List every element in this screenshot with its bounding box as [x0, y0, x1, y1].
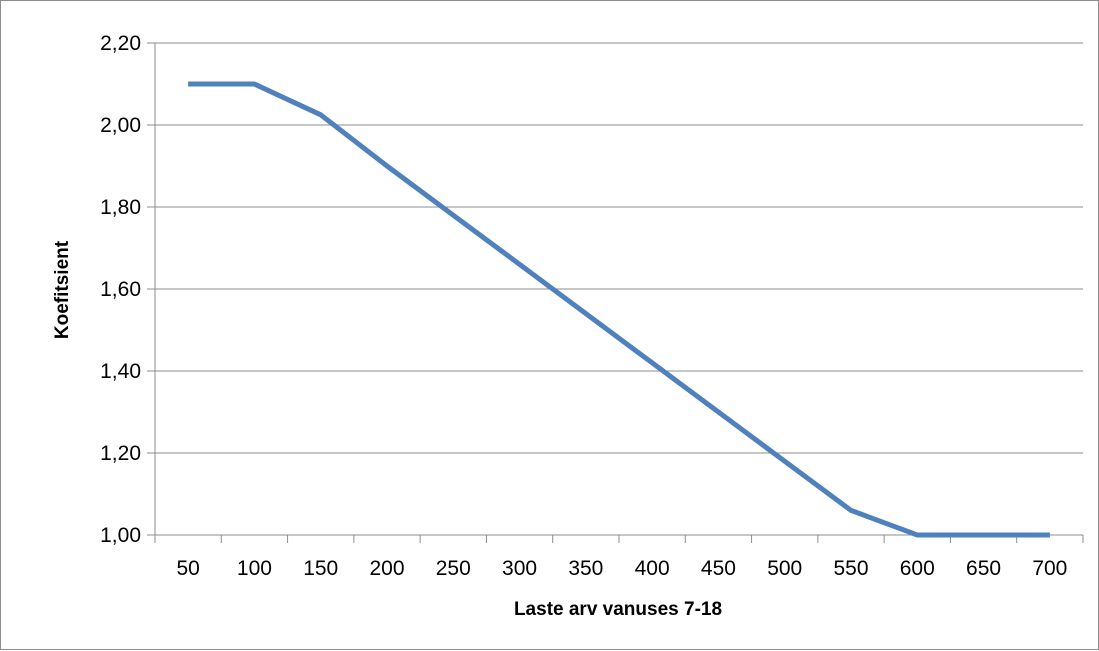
x-tick-label: 550: [833, 557, 868, 580]
x-tick-label: 600: [900, 557, 935, 580]
y-axis-title: Koefitsient: [52, 240, 73, 339]
x-tick-label: 400: [635, 557, 670, 580]
x-tick-labels: 50 100 150 200 250 300 350 400 450 500 550 600 650 70…: [176, 557, 1067, 580]
x-tick-label: 50: [176, 557, 199, 580]
x-tick-label: 100: [237, 557, 272, 580]
y-tick-label: 1,60: [100, 278, 141, 301]
x-tick-label: 150: [303, 557, 338, 580]
series-layer: [188, 81, 1050, 538]
axes: [147, 42, 1084, 543]
y-tick-label: 2,00: [100, 114, 141, 137]
gridlines: [155, 42, 1083, 454]
y-tick-label: 1,80: [100, 196, 141, 219]
y-tick-label: 1,20: [100, 442, 141, 465]
x-tick-label: 700: [1032, 557, 1067, 580]
x-tick-label: 450: [701, 557, 736, 580]
x-tick-label: 200: [369, 557, 404, 580]
x-tick-label: 650: [966, 557, 1001, 580]
y-tick-label: 1,40: [100, 360, 141, 383]
y-tick-label: 1,00: [100, 524, 141, 547]
series-line: [188, 81, 1050, 538]
y-tick-labels: 1,00 1,20 1,40 1,60 1,80 2,00 2,20: [100, 32, 141, 547]
x-tick-label: 350: [568, 557, 603, 580]
x-tick-label: 250: [436, 557, 471, 580]
x-axis-title: Laste arv vanuses 7-18: [514, 599, 722, 620]
y-tick-label: 2,20: [100, 32, 141, 55]
x-tick-label: 300: [502, 557, 537, 580]
x-tick-label: 500: [767, 557, 802, 580]
